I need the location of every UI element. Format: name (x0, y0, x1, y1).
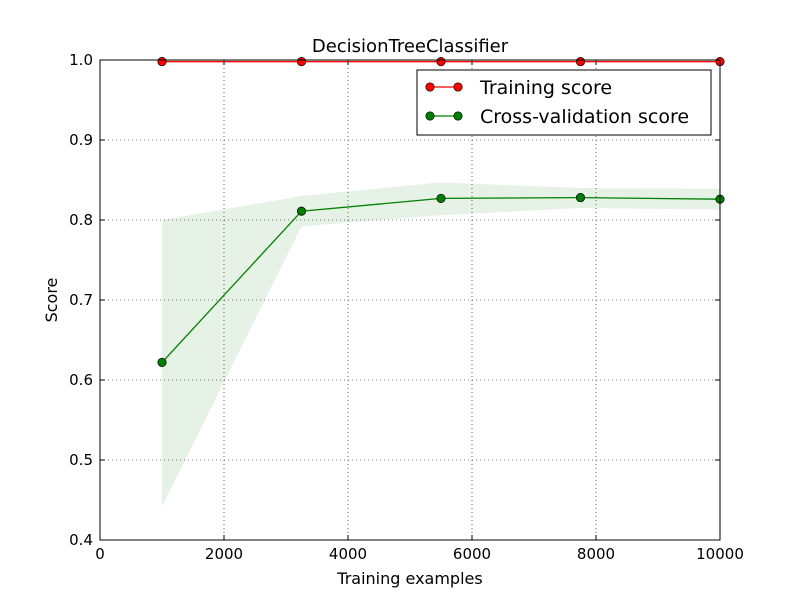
legend-label-2: Cross-validation score (480, 106, 689, 128)
series-2-point (575, 193, 586, 203)
x-tick-label: 4000 (329, 545, 367, 563)
legend-label-1: Training score (479, 77, 612, 99)
legend-marker (453, 82, 463, 92)
y-tick-label: 1.0 (69, 51, 93, 69)
series-2-point (157, 357, 167, 367)
y-tick-label: 0.5 (69, 451, 93, 469)
series-1-point (157, 57, 167, 67)
x-axis-label: Training examples (336, 569, 482, 588)
x-tick-label: 0 (95, 545, 105, 563)
x-tick-label: 10000 (696, 545, 744, 563)
series-1-point (296, 57, 307, 67)
chart-title: DecisionTreeClassifier (312, 36, 509, 57)
y-axis-label: Score (42, 278, 61, 323)
legend-marker (453, 111, 463, 121)
y-tick-label: 0.7 (69, 291, 93, 309)
x-tick-label: 2000 (205, 545, 243, 563)
legend-box (416, 69, 712, 136)
legend: Training score Cross-validation score (416, 69, 712, 136)
x-tick-label: 8000 (577, 545, 615, 563)
y-tick-label: 0.9 (69, 131, 93, 149)
y-tick-label: 0.4 (69, 531, 93, 549)
series-1-point (575, 57, 586, 67)
band-series-2 (162, 182, 720, 507)
series-1-point (436, 57, 446, 67)
grid-lines (100, 60, 720, 540)
legend-marker (425, 82, 435, 92)
x-tick-label: 6000 (453, 545, 491, 563)
y-tick-label: 0.8 (69, 211, 93, 229)
series-2-point (436, 193, 446, 203)
series-2-point (296, 206, 307, 216)
axis-ticks: 0 2000 4000 6000 8000 10000 0.4 0.5 0.6 0.7 0.8 0.9… (69, 51, 744, 563)
legend-marker (425, 111, 435, 121)
y-tick-label: 0.6 (69, 371, 93, 389)
